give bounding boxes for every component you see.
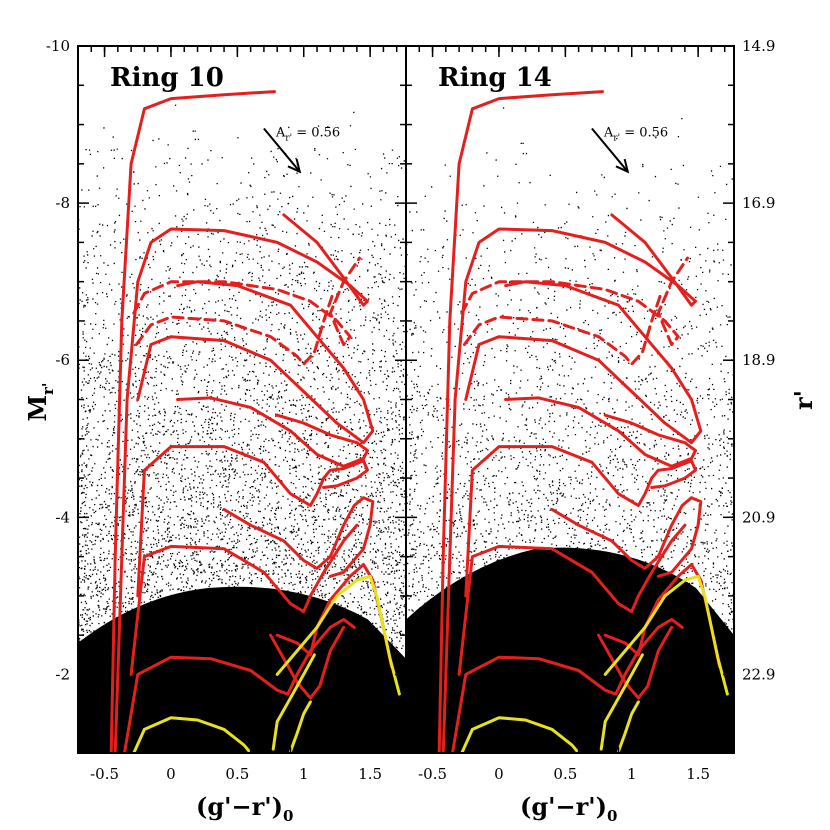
x-tick-label: 1.5: [686, 765, 710, 783]
dense-star-region: [406, 547, 734, 753]
x-tick-label: 0.5: [553, 765, 577, 783]
isochrone-14: [132, 716, 253, 753]
isochrone-4: [464, 280, 703, 445]
y-axis-title-right: r': [789, 390, 818, 410]
dense-star-region: [78, 586, 406, 753]
isochrone-11: [269, 625, 346, 700]
isochrone-1: [113, 213, 369, 753]
isochrone-0: [109, 90, 276, 753]
panel-ring-10: Ar' = 0.56 Ring 10: [78, 63, 406, 753]
isochrone-13: [599, 653, 644, 751]
isochrone-2: [132, 256, 361, 346]
x-tick-label: 0.5: [225, 765, 249, 783]
isochrone-12: [603, 574, 729, 696]
isochrone-15: [289, 700, 312, 753]
reddening-arrow-shaft: [263, 127, 301, 173]
x-tick-label: 1: [299, 765, 309, 783]
reddening-label: Ar' = 0.56: [275, 125, 340, 143]
isochrone-3: [462, 292, 663, 366]
isochrone-11: [597, 625, 674, 700]
isochrone-3: [134, 292, 335, 366]
isochrone-curves-ring-10: [109, 90, 401, 753]
x-tick-label: -0.5: [418, 765, 447, 783]
reddening-arrow-shaft: [591, 127, 629, 173]
x-tick-label: 0: [494, 765, 504, 783]
panel-title-ring-10: Ring 10: [110, 63, 224, 93]
right-y-tick-label: 22.9: [742, 665, 775, 683]
panel-ring-14: Ar' = 0.56 Ring 14: [406, 63, 734, 753]
isochrone-10: [123, 618, 356, 753]
x-tick-label: 1: [627, 765, 637, 783]
isochrone-7: [222, 496, 375, 578]
right-y-tick-label: 20.9: [742, 508, 775, 526]
reddening-arrow-head: [287, 158, 302, 174]
x-tick-label: -0.5: [90, 765, 119, 783]
isochrone-8: [129, 523, 359, 676]
y-axis-title-left: Mr': [23, 382, 57, 421]
scatter-points-ring-10: [78, 104, 406, 753]
left-y-tick-label: -10: [46, 37, 70, 55]
isochrone-10: [451, 618, 684, 753]
isochrone-8: [457, 523, 687, 676]
isochrone-5: [176, 396, 369, 468]
isochrone-15: [617, 700, 640, 753]
isochrone-13: [271, 653, 316, 751]
scatter-points-ring-14: [406, 107, 734, 753]
isochrone-14: [460, 716, 581, 753]
isochrone-6: [136, 445, 369, 598]
left-y-tick-label: -2: [55, 665, 70, 683]
star-points: [78, 104, 406, 753]
x-tick-label: 1.5: [358, 765, 382, 783]
axis-ticks: -0.5 0 0.5 1 1.5 -0.5 0 0.5 1 1.5 -10 -8 -6 -4 -2 14.9 1…: [46, 37, 776, 783]
isochrone-5: [504, 396, 697, 468]
left-y-tick-label: -6: [55, 351, 70, 369]
right-y-tick-label: 14.9: [742, 37, 775, 55]
isochrone-2: [460, 256, 689, 346]
reddening-arrow-head: [615, 158, 630, 174]
x-tick-label: 0: [166, 765, 176, 783]
x-axis-title-right: (g'−r')0: [520, 792, 617, 825]
reddening-label: Ar' = 0.56: [603, 125, 668, 143]
reddening-vector-ring-14: Ar' = 0.56: [591, 125, 668, 174]
isochrone-12: [275, 574, 401, 696]
isochrone-7: [550, 496, 703, 578]
star-points: [406, 107, 734, 753]
isochrone-0: [437, 90, 604, 753]
left-y-tick-label: -8: [55, 194, 70, 212]
reddening-vector-ring-10: Ar' = 0.56: [263, 125, 340, 174]
isochrone-curves-ring-14: [437, 90, 729, 753]
x-axis-title-left: (g'−r')0: [196, 792, 293, 825]
isochrone-1: [441, 213, 697, 753]
isochrone-4: [136, 280, 375, 445]
right-y-tick-label: 16.9: [742, 194, 775, 212]
isochrone-6: [464, 445, 697, 598]
right-y-tick-label: 18.9: [742, 351, 775, 369]
panel-title-ring-14: Ring 14: [438, 63, 552, 93]
left-y-tick-label: -4: [55, 508, 70, 526]
